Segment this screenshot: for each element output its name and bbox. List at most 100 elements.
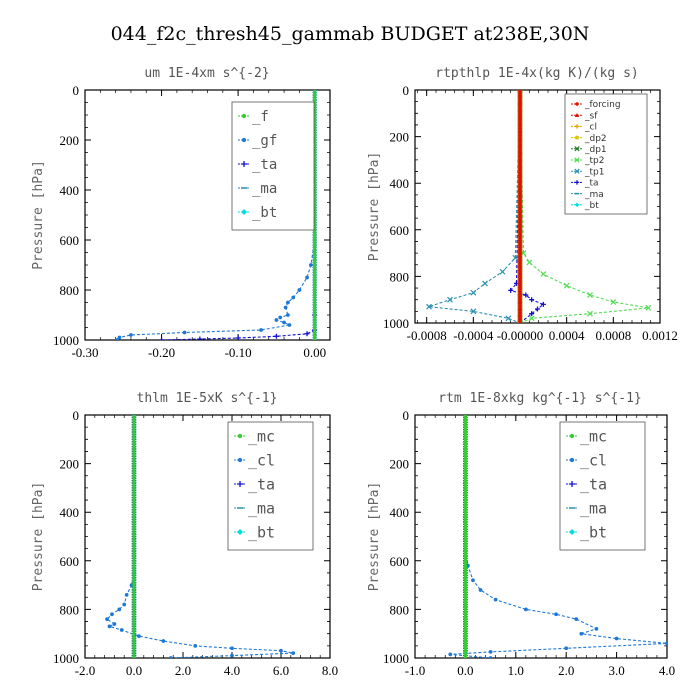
legend-label: _ta [584, 179, 599, 189]
legend-label: _bt [252, 205, 277, 221]
y-tick-label: 400 [60, 183, 80, 198]
legend: _f _gf _ta _ma _bt [231, 101, 315, 231]
data-point [463, 656, 468, 658]
y-tick-label: 600 [60, 233, 80, 248]
data-point [112, 622, 117, 626]
data-point [614, 636, 619, 641]
legend-label: _tp2 [584, 156, 604, 166]
data-point [535, 306, 540, 312]
legend-label: _ma [252, 181, 277, 197]
legend-marker [574, 146, 580, 152]
legend-marker [241, 161, 247, 167]
data-point [587, 292, 593, 298]
legend-marker [237, 433, 243, 439]
data-point [518, 321, 522, 323]
data-point [278, 315, 283, 320]
data-point [137, 634, 141, 639]
data-point [274, 318, 279, 322]
legend-marker [574, 135, 580, 140]
x-tick-label: 8.0 [322, 663, 338, 678]
legend-label: _ta [248, 475, 275, 493]
legend-label: _bt [584, 201, 599, 211]
panel-title: rtm 1E-8xkg kg^{-1} s^{-1} [438, 391, 642, 406]
x-tick-label: -0.00000 [497, 328, 544, 343]
y-tick-label: 800 [390, 602, 410, 617]
legend-label: _mc [580, 427, 607, 445]
y-tick-label: 1000 [53, 333, 79, 348]
legend-marker [241, 113, 247, 119]
x-tick-label: -0.0004 [453, 328, 494, 343]
legend-label: _forcing [584, 100, 621, 110]
y-tick-label: 1000 [383, 651, 409, 666]
y-tick-label: 400 [390, 505, 410, 520]
y-tick-label: 1000 [383, 316, 409, 331]
data-point [529, 297, 535, 303]
data-point [283, 305, 288, 310]
x-tick-label: 0.0008 [595, 328, 631, 343]
legend-marker [569, 433, 575, 439]
data-point [470, 308, 477, 315]
y-tick-label: 0 [73, 408, 80, 423]
data-point [115, 338, 120, 340]
legend-label: _f [252, 109, 269, 125]
data-point [122, 602, 127, 607]
series-forcing [518, 90, 522, 323]
data-point [168, 656, 173, 658]
legend-label: _cl [580, 451, 607, 469]
y-tick-label: 0 [403, 408, 410, 423]
series-line [428, 90, 521, 323]
data-point [610, 299, 617, 305]
y-tick-label: 600 [390, 554, 410, 569]
data-point [508, 287, 514, 293]
y-axis-label: Pressure [hPa] [31, 482, 46, 592]
legend-marker [574, 113, 580, 117]
data-point [512, 254, 519, 261]
data-point [197, 336, 203, 340]
legend-label: _ta [252, 157, 277, 173]
y-tick-label: 200 [390, 130, 410, 145]
series-layer [448, 415, 667, 658]
legend-marker [241, 209, 247, 215]
x-tick-label: 4.0 [659, 663, 675, 678]
x-tick-label: 3.0 [608, 663, 624, 678]
legend-label: _cl [584, 123, 597, 133]
data-point [161, 639, 166, 643]
y-tick-label: 400 [60, 505, 80, 520]
data-point [305, 275, 309, 280]
data-point [470, 289, 477, 296]
legend-label: _bt [580, 523, 607, 541]
panel-4: rtm 1E-8xkg kg^{-1} s^{-1} Pressure [hPa]… [367, 391, 675, 678]
figure-title: 044_f2c_thresh45_gammab BUDGET at238E,30… [111, 23, 590, 45]
legend-label: _dp1 [584, 145, 607, 155]
data-point [563, 282, 570, 289]
legend-marker [569, 481, 575, 487]
legend-marker [574, 157, 580, 163]
legend-marker [569, 529, 575, 535]
legend-marker [569, 457, 575, 463]
data-point [594, 626, 599, 631]
x-tick-label: -2.0 [75, 663, 96, 678]
x-tick-label: 0.00 [303, 345, 326, 360]
legend-label: _bt [248, 523, 275, 541]
data-point [107, 624, 112, 629]
panel-title: rtpthlp 1E-4x(kg K)/(kg s) [435, 66, 639, 81]
data-point [159, 337, 165, 340]
legend-marker [241, 137, 247, 143]
legend-marker [237, 481, 243, 487]
legend-marker [574, 202, 580, 207]
data-point [286, 313, 290, 317]
panel-title: thlm 1E-5xK s^{-1} [137, 391, 278, 406]
legend-box [231, 101, 315, 231]
legend-label: _ma [580, 499, 607, 517]
data-point [448, 652, 453, 657]
y-tick-label: 600 [60, 554, 80, 569]
data-point [287, 323, 292, 327]
data-point [426, 303, 432, 310]
data-point [230, 653, 234, 658]
data-point [574, 617, 579, 621]
series-mc [463, 415, 468, 658]
legend-marker [574, 168, 580, 174]
y-axis-label: Pressure [hPa] [367, 152, 382, 262]
data-point [645, 304, 652, 311]
